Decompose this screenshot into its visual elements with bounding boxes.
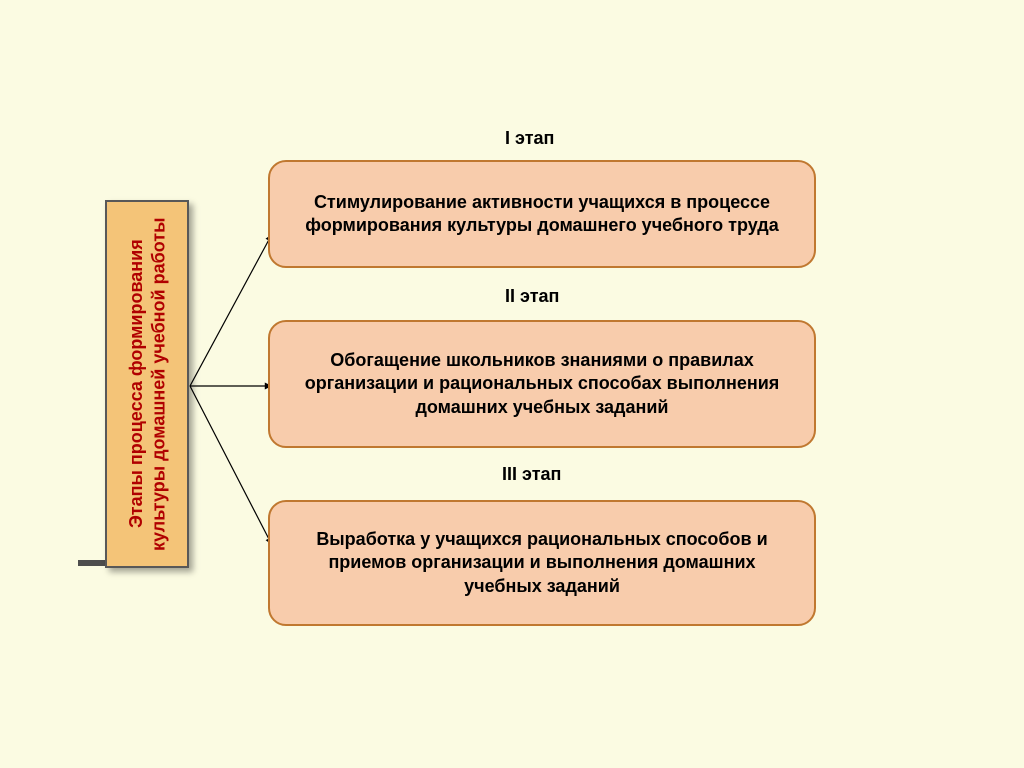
source-box-text: Этапы процесса формирования культуры дом… (125, 202, 170, 566)
decorative-tick (78, 560, 105, 566)
stage-label-3: III этап (502, 464, 561, 485)
stage-label-2: II этап (505, 286, 559, 307)
slide: Этапы процесса формирования культуры дом… (0, 0, 1024, 768)
stage-label-1: I этап (505, 128, 554, 149)
stage-box-1: Стимулирование активности учащихся в про… (268, 160, 816, 268)
stage-box-2: Обогащение школьников знаниями о правила… (268, 320, 816, 448)
source-box: Этапы процесса формирования культуры дом… (105, 200, 189, 568)
stage-box-3: Выработка у учащихся рациональных способ… (268, 500, 816, 626)
